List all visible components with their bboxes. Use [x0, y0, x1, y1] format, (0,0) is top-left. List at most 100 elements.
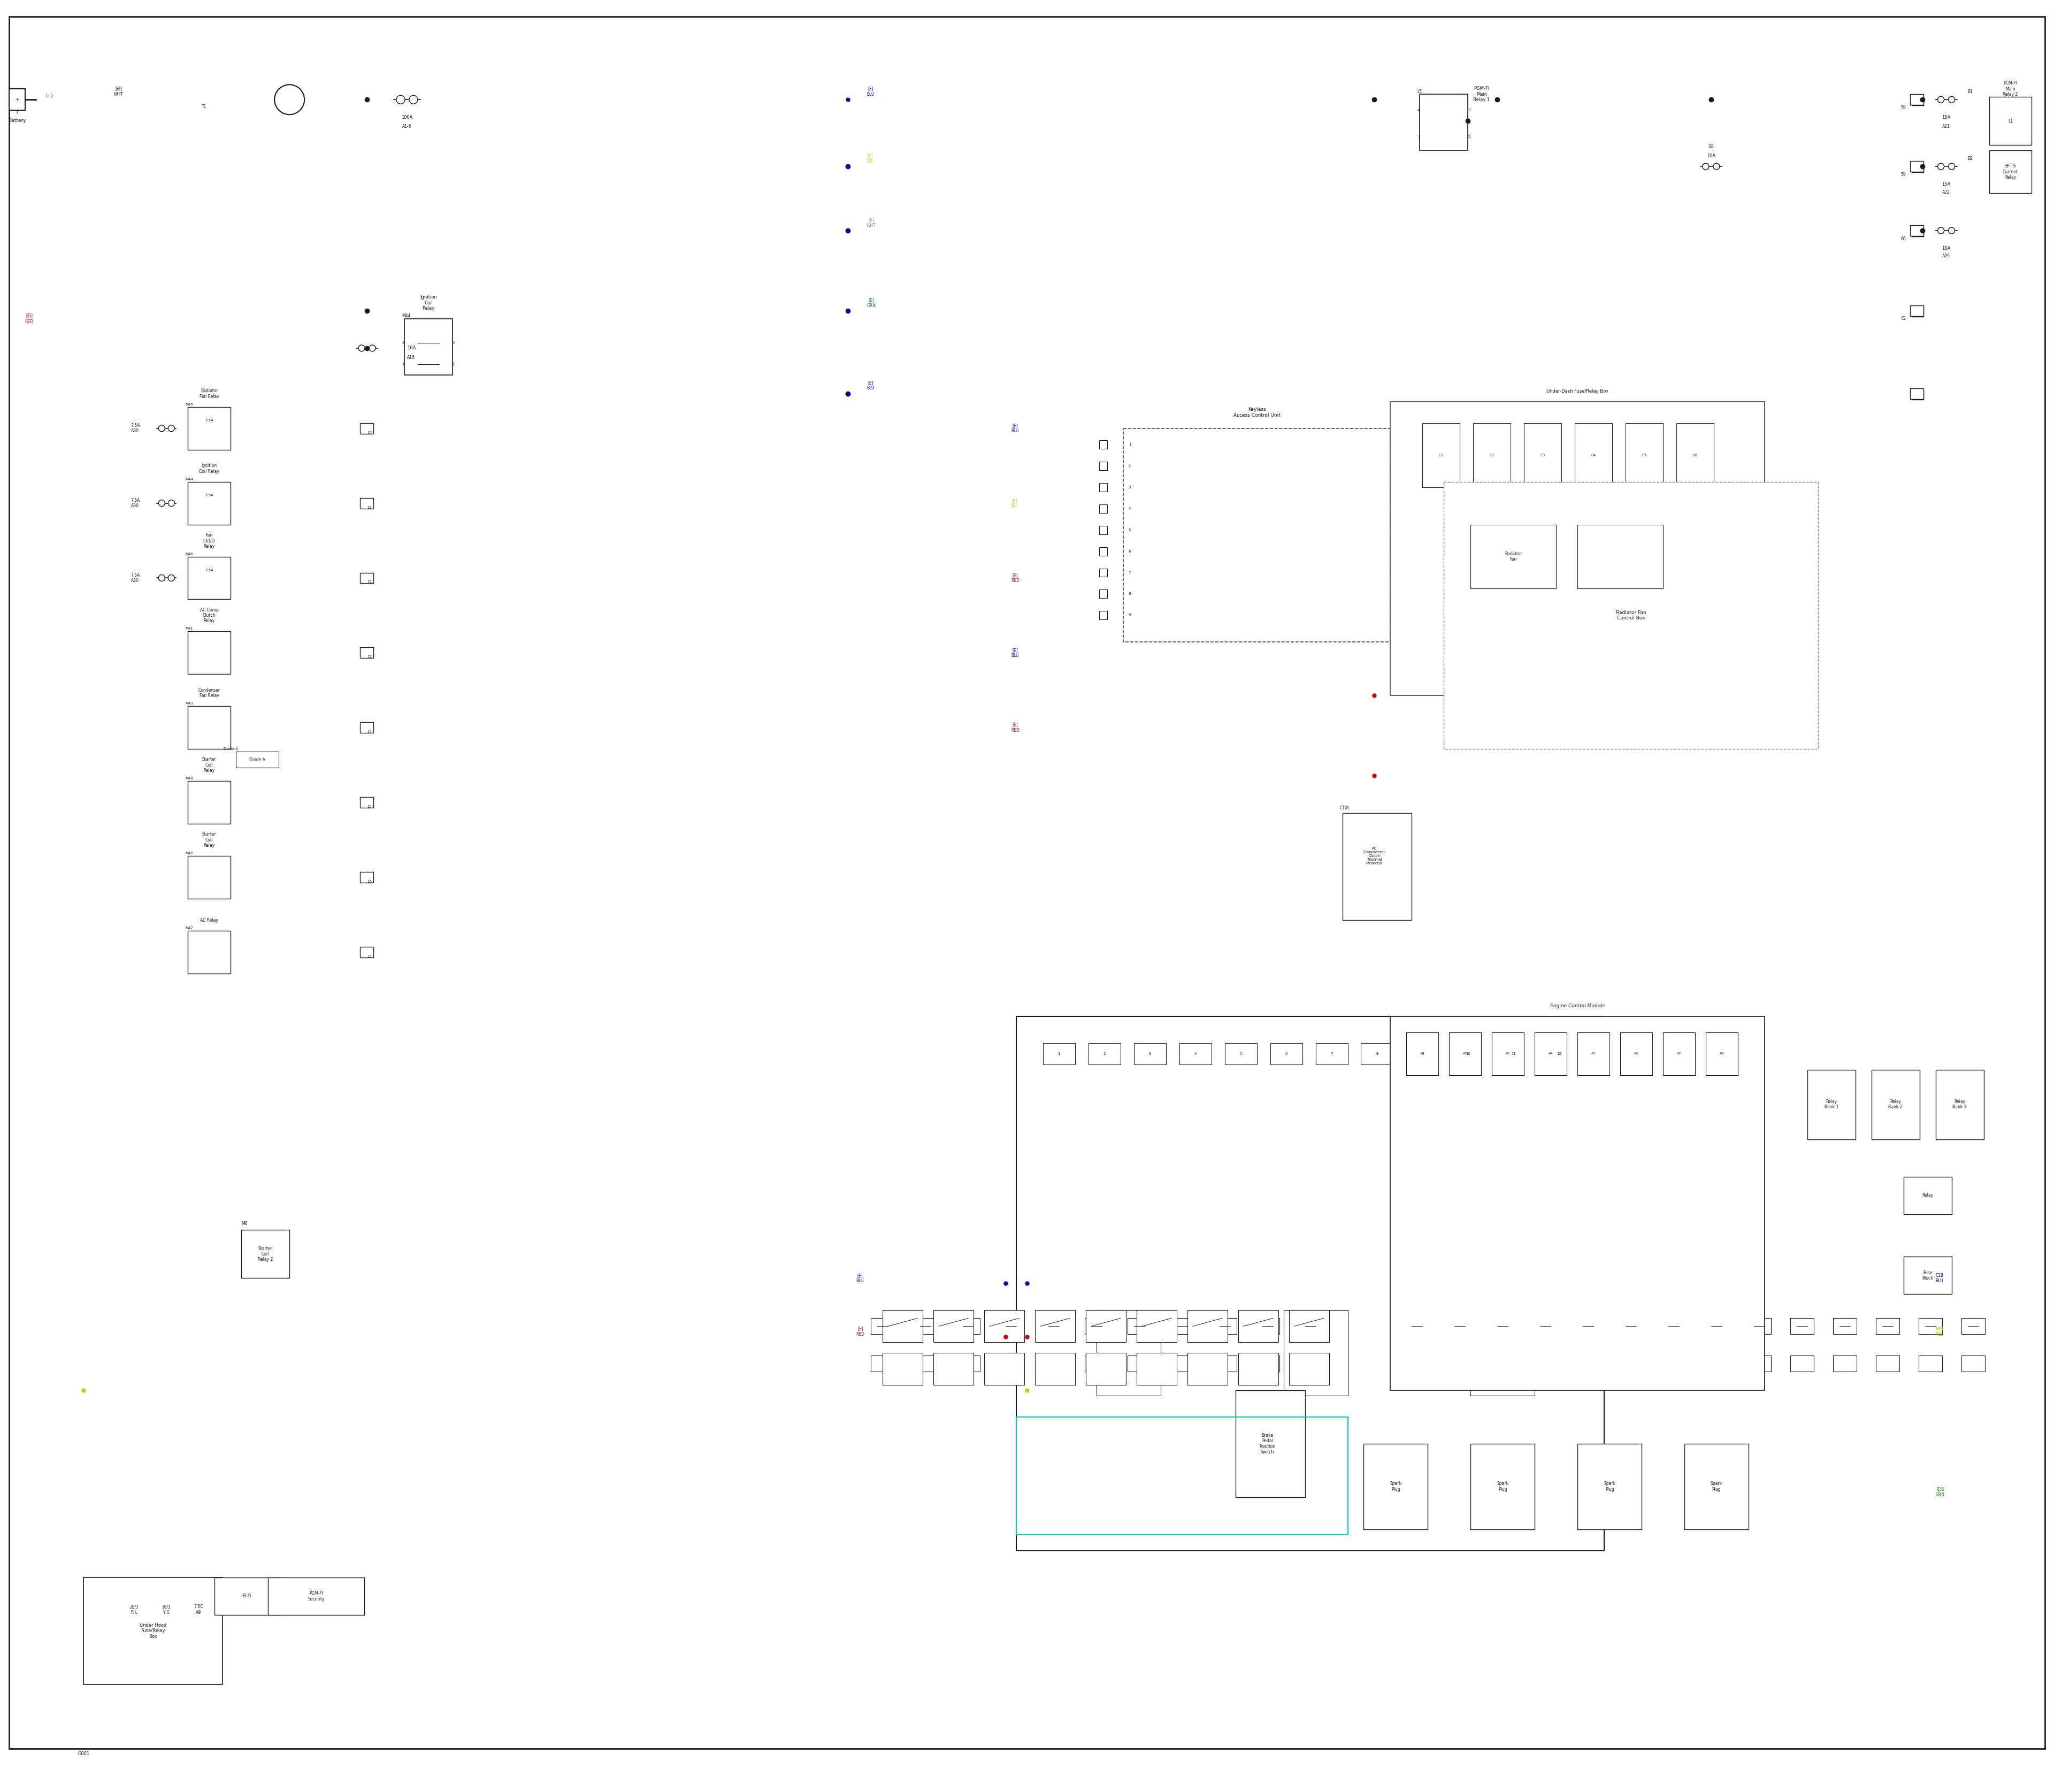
Text: AC Comp
Clutch
Relay: AC Comp Clutch Relay [199, 607, 218, 624]
Bar [1808, 1070, 1855, 1140]
Bar [1423, 423, 1460, 487]
Bar [362, 873, 372, 882]
Bar [933, 1310, 974, 1342]
Text: [EJ]
RED: [EJ] RED [25, 314, 33, 324]
Text: 9: 9 [1421, 1052, 1423, 1055]
Bar [1491, 1357, 1514, 1371]
Bar [1918, 1319, 1941, 1335]
Text: 7: 7 [1331, 1052, 1333, 1055]
Text: M44: M44 [185, 477, 193, 480]
Bar [1962, 1357, 1984, 1371]
Bar [1099, 611, 1107, 620]
Bar [1298, 1357, 1323, 1371]
Text: 7: 7 [1128, 572, 1132, 573]
Text: 59: 59 [1900, 106, 1906, 109]
Bar [1288, 1310, 1329, 1342]
Bar [1085, 1319, 1109, 1335]
Bar [1575, 423, 1612, 487]
Bar [1534, 1319, 1557, 1335]
Bar [1684, 1444, 1748, 1529]
Text: 6: 6 [1128, 550, 1132, 554]
Text: M44: M44 [403, 314, 411, 319]
Text: 10A: 10A [1941, 246, 1951, 251]
Bar [187, 631, 230, 674]
Bar [1832, 1319, 1857, 1335]
Bar [914, 1319, 937, 1335]
Text: Diode A: Diode A [249, 758, 265, 762]
Bar [1910, 226, 1923, 237]
Text: PCM-FI
Security: PCM-FI Security [308, 1591, 325, 1602]
Bar [1918, 1357, 1941, 1371]
Text: C1: C1 [1438, 453, 1444, 457]
Bar [1407, 1043, 1438, 1064]
Bar [871, 1357, 893, 1371]
Text: IE/8
GRN: IE/8 GRN [1935, 1487, 1945, 1496]
Text: Keyless
Access Control Unit: Keyless Access Control Unit [1232, 407, 1280, 418]
Bar [187, 706, 230, 749]
Text: A7: A7 [1676, 1052, 1682, 1055]
Bar [957, 1357, 980, 1371]
Text: [E]
RED: [E] RED [1011, 722, 1019, 733]
Circle shape [275, 84, 304, 115]
Text: A22: A22 [1943, 190, 1949, 195]
Bar [998, 1357, 1023, 1371]
Text: 2E/1
R L: 2E/1 R L [129, 1604, 140, 1615]
Bar [1317, 1043, 1347, 1064]
Text: 6: 6 [1286, 1052, 1288, 1055]
Text: IE/8
YEL: IE/8 YEL [1935, 1326, 1943, 1337]
Text: 2: 2 [1469, 136, 1471, 138]
Text: Fuse
Block: Fuse Block [1923, 1271, 1933, 1281]
Text: 2: 2 [1103, 1052, 1105, 1055]
Bar [1748, 1357, 1771, 1371]
Bar [984, 1353, 1025, 1385]
Text: 3: 3 [1148, 1052, 1150, 1055]
Bar [1577, 1444, 1641, 1529]
Bar [1187, 1310, 1228, 1342]
Text: 9: 9 [1128, 615, 1132, 616]
Text: A8: A8 [1719, 1052, 1723, 1055]
Text: [E]
BLU: [E] BLU [867, 380, 875, 391]
Bar [1391, 401, 1764, 695]
Text: M46: M46 [185, 552, 193, 556]
Text: 8: 8 [1376, 1052, 1378, 1055]
Bar [1791, 1319, 1814, 1335]
Text: A29: A29 [1943, 254, 1949, 258]
Bar [1791, 1357, 1814, 1371]
Bar [1875, 1357, 1900, 1371]
Bar [362, 498, 372, 507]
Bar [1171, 1319, 1193, 1335]
Bar [1910, 161, 1923, 172]
Text: M42: M42 [185, 926, 193, 930]
Bar [187, 781, 230, 824]
Text: Radiator
Fan Relay: Radiator Fan Relay [199, 389, 220, 400]
Bar [1832, 1357, 1857, 1371]
Bar [1097, 1310, 1161, 1396]
Bar [1491, 1319, 1514, 1335]
Text: C5: C5 [1641, 453, 1647, 457]
Bar [1407, 1032, 1438, 1075]
Bar [1255, 1319, 1280, 1335]
Text: EFT-S
Current
Relay: EFT-S Current Relay [2003, 163, 2019, 179]
Bar [1912, 228, 1923, 237]
Bar [84, 1577, 222, 1684]
Text: A6: A6 [1635, 1052, 1639, 1055]
Bar [1471, 1444, 1534, 1529]
Bar [359, 498, 374, 509]
Text: B1: B1 [1968, 90, 1974, 93]
Bar [1910, 305, 1923, 315]
Bar [1134, 1043, 1167, 1064]
Bar [187, 930, 230, 973]
Bar [883, 1310, 922, 1342]
Text: 7.5C
A9: 7.5C A9 [193, 1604, 203, 1615]
Text: 2: 2 [1128, 464, 1132, 468]
Text: 1: 1 [403, 362, 405, 366]
Circle shape [168, 500, 175, 507]
Text: G001: G001 [78, 1751, 90, 1756]
Bar [1234, 1391, 1304, 1498]
Bar [1017, 1016, 1604, 1550]
Bar [1619, 1319, 1643, 1335]
Bar [269, 1577, 364, 1615]
Text: A2: A2 [1462, 1052, 1467, 1055]
Text: Diode A: Diode A [224, 747, 238, 751]
Bar [1085, 1357, 1109, 1371]
